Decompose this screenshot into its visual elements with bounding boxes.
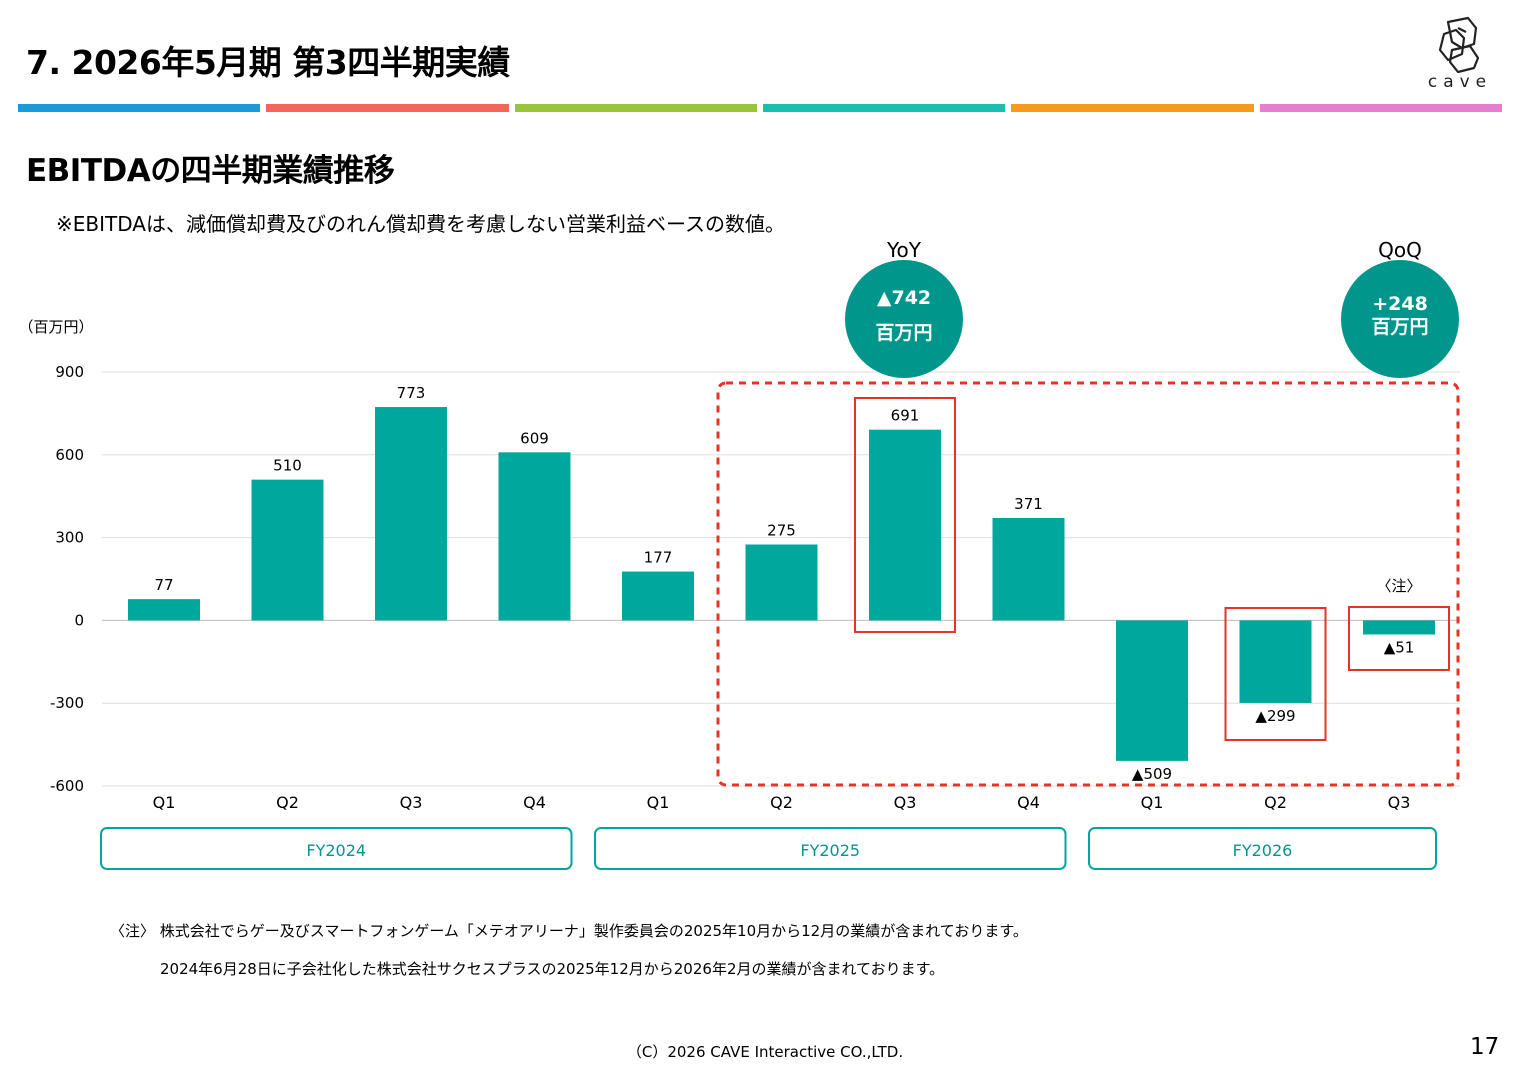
cave-logo-icon: [1438, 16, 1480, 74]
color-stripe-1: [18, 104, 261, 112]
chart-bars: [128, 407, 1435, 761]
y-tick--600: -600: [50, 777, 84, 795]
fiscal-group-box-3: [1088, 827, 1437, 870]
data-label-6: 275: [767, 522, 796, 540]
y-tick-600: 600: [55, 446, 84, 464]
color-stripe-2: [266, 104, 509, 112]
copyright: （C）2026 CAVE Interactive CO.,LTD.: [626, 1043, 904, 1061]
color-stripe-5: [1011, 104, 1254, 112]
qoq-value: +248: [1372, 293, 1428, 315]
bar-5: [622, 571, 694, 621]
bar-10: [1239, 620, 1312, 703]
data-label-4: 609: [520, 429, 549, 447]
data-label-1: 77: [154, 576, 173, 594]
data-label-11: ▲51: [1384, 638, 1415, 656]
yoy-circle: [845, 260, 963, 378]
highlight-box-bar-11: [1348, 606, 1450, 671]
fiscal-group-label-1: FY2024: [306, 841, 366, 860]
data-label-3: 773: [397, 384, 426, 402]
yoy-value: ▲742: [877, 287, 931, 309]
x-tick-3: Q3: [400, 793, 423, 812]
y-tick-900: 900: [55, 363, 84, 381]
yoy-label: YoY: [886, 238, 922, 262]
bar-6: [745, 544, 818, 621]
data-label-8: 371: [1014, 495, 1043, 513]
data-label-5: 177: [644, 549, 673, 567]
data-label-2: 510: [273, 457, 302, 475]
x-tick-5: Q1: [647, 793, 670, 812]
footnote-line-1: 〈注〉 株式会社でらゲー及びスマートフォンゲーム「メテオアリーナ」製作委員会の2…: [110, 922, 1028, 940]
color-stripe-6: [1259, 104, 1502, 112]
bar-1: [128, 599, 200, 621]
x-tick-2: Q2: [276, 793, 299, 812]
chart-labels: （百万円） 900 600 300 0 -300 -600 77 Q1 510 Q2 773 Q3 609…: [18, 318, 1437, 870]
highlight-dashed-region: [716, 381, 1460, 787]
logo-text: cave: [1427, 72, 1493, 92]
data-label-9: ▲509: [1132, 765, 1172, 783]
bar-8: [992, 518, 1065, 621]
color-stripe-3: [514, 104, 757, 112]
x-tick-1: Q1: [153, 793, 176, 812]
x-tick-9: Q1: [1141, 793, 1164, 812]
footnote-line-2: 2024年6月28日に子会社化した株式会社サクセスプラスの2025年12月から2…: [160, 960, 945, 978]
y-tick-300: 300: [55, 529, 84, 547]
chart-highlights: [716, 381, 1460, 787]
qoq-unit: 百万円: [1371, 316, 1428, 338]
highlight-box-bar-7: [854, 397, 956, 633]
data-label-7: 691: [891, 407, 920, 425]
fiscal-group-label-3: FY2026: [1233, 841, 1293, 860]
bar-11: [1363, 620, 1435, 635]
x-tick-4: Q4: [523, 793, 546, 812]
x-tick-8: Q4: [1017, 793, 1040, 812]
x-tick-10: Q2: [1264, 793, 1287, 812]
color-stripe-4: [763, 104, 1006, 112]
bar-2: [251, 479, 324, 621]
yoy-unit: 百万円: [875, 322, 932, 344]
bar-9: [1116, 620, 1188, 761]
x-tick-6: Q2: [770, 793, 793, 812]
qoq-label: QoQ: [1378, 238, 1422, 262]
fiscal-group-box-2: [594, 827, 1067, 870]
highlight-box-bar-10: [1224, 607, 1327, 741]
x-tick-7: Q3: [894, 793, 917, 812]
y-tick-0: 0: [74, 611, 84, 629]
y-tick--300: -300: [50, 694, 84, 712]
fiscal-group-box-1: [100, 827, 573, 870]
data-label-10: ▲299: [1255, 707, 1295, 725]
x-tick-11: Q3: [1388, 793, 1411, 812]
ebitda-definition-note: ※EBITDAは、減価償却費及びのれん償却費を考慮しない営業利益ベースの数値。: [56, 212, 785, 236]
page-number: 17: [1470, 1034, 1500, 1060]
section-title: EBITDAの四半期業績推移: [26, 153, 395, 189]
bar-7: [869, 429, 941, 621]
fiscal-group-label-2: FY2025: [800, 841, 860, 860]
annotation-note-marker: 〈注〉: [1376, 577, 1421, 595]
bar-3: [375, 407, 447, 621]
ebitda-bar-chart: （百万円） 900 600 300 0 -300 -600 77 Q1 510 Q2 773 Q3 609…: [18, 238, 1460, 870]
bar-4: [498, 452, 571, 621]
y-unit-label: （百万円）: [18, 318, 93, 336]
page-title: 7. 2026年5月期 第3四半期実績: [26, 43, 510, 82]
qoq-circle: [1341, 260, 1459, 378]
